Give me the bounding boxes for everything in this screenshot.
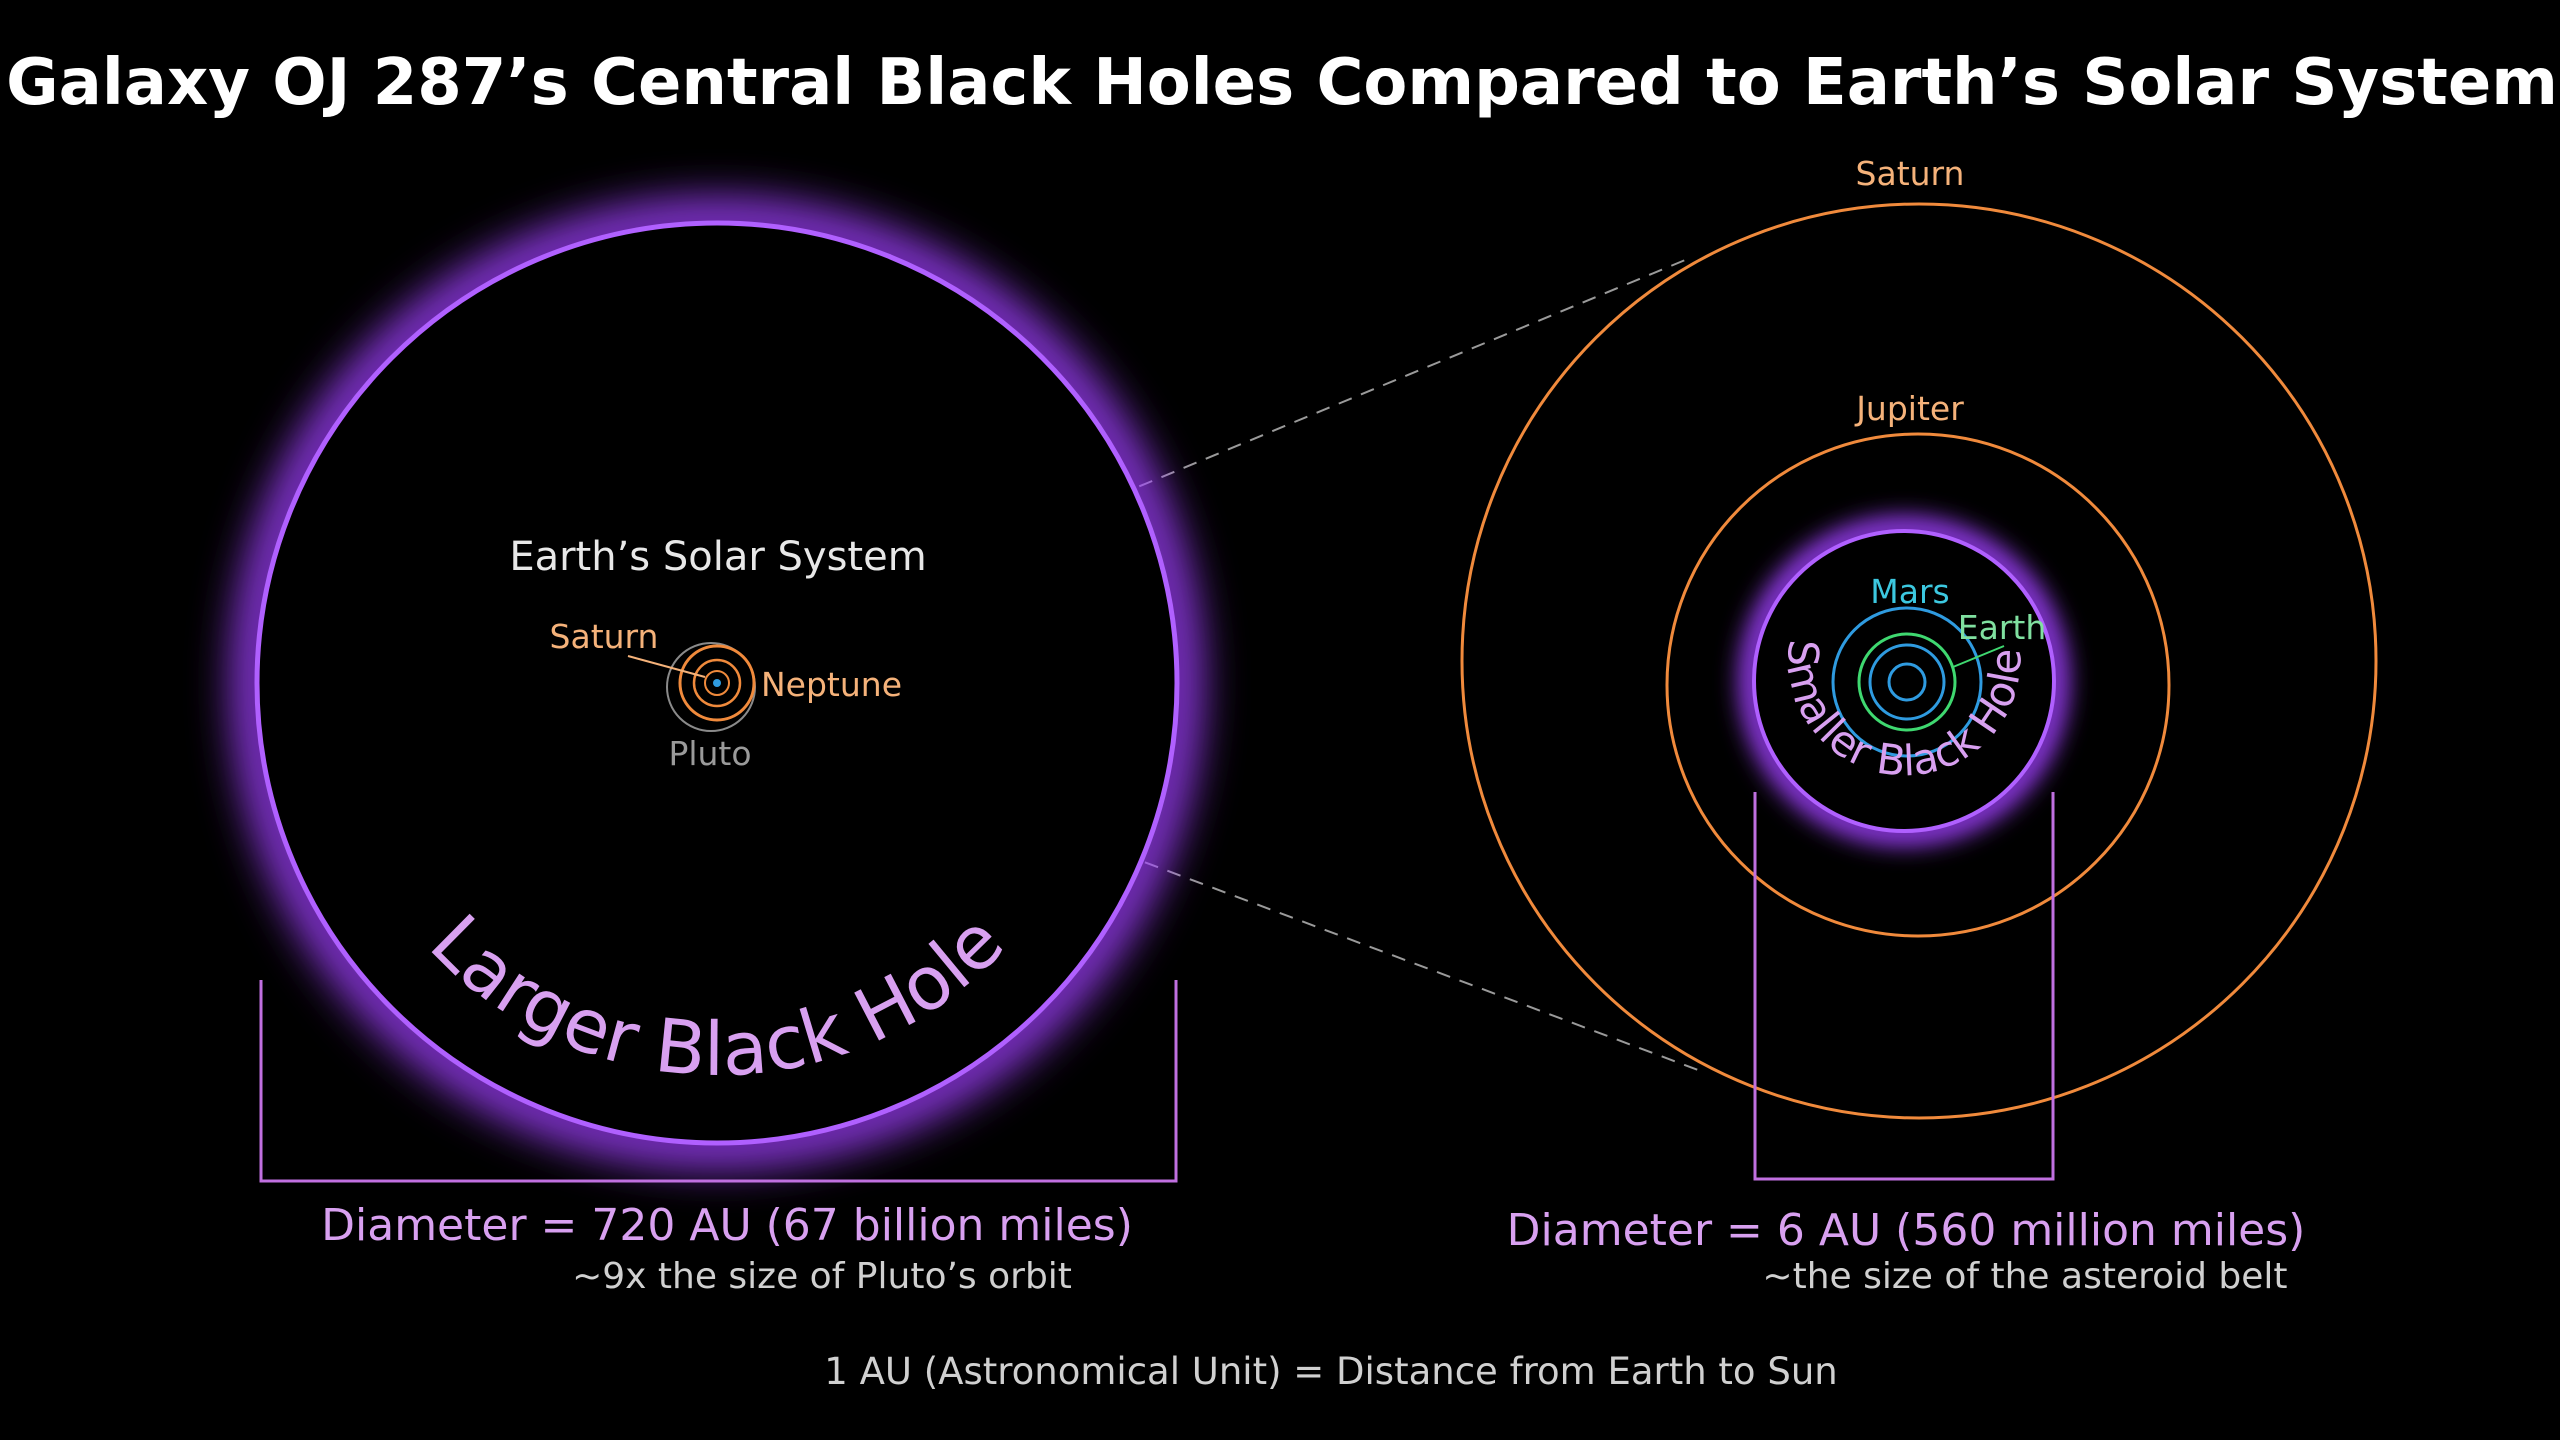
page-title: Galaxy OJ 287’s Central Black Holes Comp…	[6, 46, 2558, 120]
solar-system-label: Earth’s Solar System	[509, 534, 926, 580]
right-diameter-bracket	[1753, 792, 2055, 1181]
small-solar-system	[627, 642, 756, 732]
saturn-orbit	[1460, 202, 2378, 1120]
left-diameter: Diameter = 720 AU (67 billion miles)	[321, 1200, 1133, 1251]
right-diameter: Diameter = 6 AU (560 million miles)	[1507, 1205, 2306, 1256]
left-diameter-bracket	[259, 980, 1178, 1183]
jupiter-label: Jupiter	[1854, 389, 1964, 428]
jupiter-orbit	[1665, 432, 2171, 938]
footer-note: 1 AU (Astronomical Unit) = Distance from…	[824, 1350, 1837, 1393]
saturn-label-left: Saturn	[550, 617, 659, 656]
saturn-label-right: Saturn	[1856, 154, 1965, 193]
left-comparison: ~9x the size of Pluto’s orbit	[572, 1256, 1072, 1297]
earth-label: Earth	[1958, 608, 2047, 647]
right-comparison: ~the size of the asteroid belt	[1762, 1256, 2287, 1297]
inner-orbits	[1831, 606, 2005, 758]
mars-label: Mars	[1870, 572, 1949, 611]
smaller-black-hole	[1740, 517, 2068, 845]
neptune-label: Neptune	[761, 665, 902, 704]
pluto-label: Pluto	[668, 734, 751, 773]
